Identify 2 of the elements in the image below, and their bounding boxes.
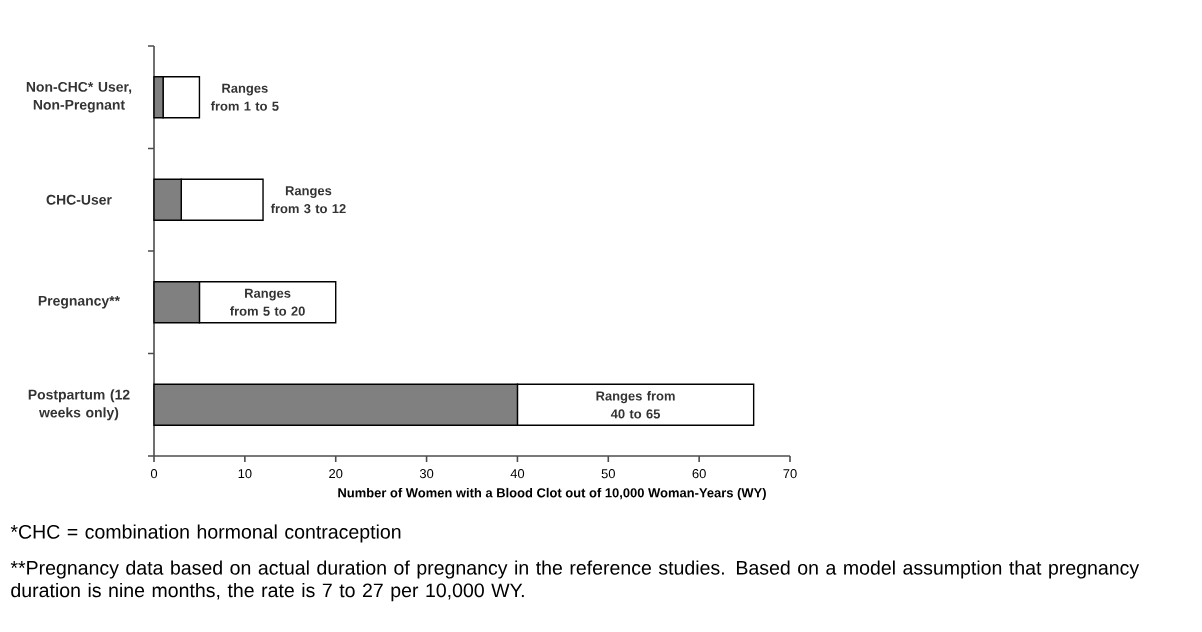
text: **Pregnancy data based on actual duration of pregnancy in the reference studies. Based on a model assumption that pregnancy duration is nine months, the rate is 7 to 27 per 10,000 WY. (10, 560, 1140, 602)
text: *CHC = combination hormonal contraception (10, 524, 401, 543)
